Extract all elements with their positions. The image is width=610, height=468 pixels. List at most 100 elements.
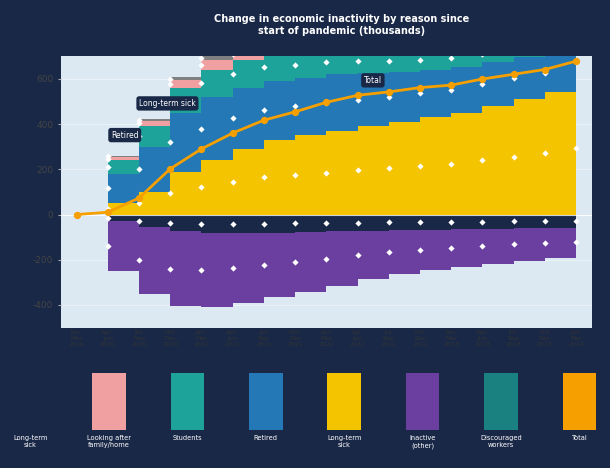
Bar xyxy=(171,373,204,430)
Point xyxy=(165,265,175,272)
Point xyxy=(321,219,331,227)
Point xyxy=(540,217,550,225)
Point xyxy=(353,92,362,99)
Bar xyxy=(92,373,126,430)
Point xyxy=(447,244,456,252)
Point xyxy=(134,166,144,173)
Text: Total: Total xyxy=(572,435,587,441)
Point xyxy=(72,211,82,218)
Point xyxy=(571,24,581,31)
Point xyxy=(571,18,581,25)
Point xyxy=(228,129,237,137)
Point xyxy=(196,220,206,227)
Point xyxy=(134,194,144,202)
Point xyxy=(478,29,487,36)
Point xyxy=(415,162,425,169)
Point xyxy=(134,120,144,127)
Point xyxy=(353,219,362,227)
Point xyxy=(415,246,425,254)
Point xyxy=(134,133,144,140)
Point xyxy=(290,108,300,116)
Point xyxy=(478,80,487,88)
Text: Discouraged
workers: Discouraged workers xyxy=(480,435,522,448)
Text: Long-term sick: Long-term sick xyxy=(139,99,196,108)
Point xyxy=(509,46,518,54)
Text: Looking after
family/home: Looking after family/home xyxy=(87,435,131,448)
Text: Retired: Retired xyxy=(111,131,138,139)
Point xyxy=(134,116,144,124)
Point xyxy=(478,156,487,164)
Point xyxy=(478,50,487,58)
Point xyxy=(134,256,144,264)
Point xyxy=(196,61,206,68)
Point xyxy=(103,153,113,160)
Point xyxy=(384,93,393,101)
Bar xyxy=(562,373,597,430)
Point xyxy=(540,31,550,39)
Point xyxy=(72,211,82,218)
Point xyxy=(447,40,456,47)
Text: Retired: Retired xyxy=(254,435,278,441)
Point xyxy=(290,61,300,68)
Point xyxy=(228,178,237,185)
Point xyxy=(228,43,237,50)
Point xyxy=(259,36,269,44)
Point xyxy=(415,219,425,226)
Point xyxy=(384,40,393,48)
Point xyxy=(165,75,175,82)
Point xyxy=(384,58,393,65)
Point xyxy=(196,145,206,153)
Point xyxy=(540,239,550,247)
Point xyxy=(540,150,550,157)
Point xyxy=(165,96,175,104)
Point xyxy=(415,56,425,64)
Point xyxy=(290,103,300,110)
Point xyxy=(509,71,518,78)
Point xyxy=(384,249,393,256)
Point xyxy=(165,165,175,173)
Point xyxy=(259,174,269,181)
Point xyxy=(259,44,269,52)
Point xyxy=(72,211,82,218)
Point xyxy=(571,238,581,245)
Point xyxy=(228,50,237,58)
Point xyxy=(103,214,113,222)
Point xyxy=(165,139,175,146)
Point xyxy=(447,218,456,226)
Point xyxy=(72,211,82,218)
Point xyxy=(353,58,362,65)
Point xyxy=(228,264,237,272)
Point xyxy=(321,255,331,263)
Point xyxy=(290,258,300,266)
Point xyxy=(290,171,300,179)
Point xyxy=(103,155,113,162)
Point xyxy=(384,31,393,38)
Point xyxy=(103,185,113,192)
Point xyxy=(415,84,425,91)
Point xyxy=(196,54,206,62)
Point xyxy=(165,80,175,88)
Point xyxy=(103,208,113,216)
Point xyxy=(478,242,487,250)
Point xyxy=(228,220,237,227)
Text: Total: Total xyxy=(364,76,382,85)
Point xyxy=(259,117,269,124)
Point xyxy=(228,115,237,122)
Point xyxy=(540,43,550,50)
Point xyxy=(478,37,487,44)
Point xyxy=(134,199,144,207)
Bar xyxy=(249,373,282,430)
Point xyxy=(384,88,393,95)
Point xyxy=(509,153,518,161)
Point xyxy=(72,211,82,218)
Point xyxy=(447,32,456,39)
Point xyxy=(415,40,425,47)
Point xyxy=(259,64,269,71)
Point xyxy=(196,80,206,87)
Point xyxy=(321,169,331,176)
Text: Change in economic inactivity by reason since
start of pandemic (thousands): Change in economic inactivity by reason … xyxy=(214,14,469,37)
Point xyxy=(384,219,393,226)
Point xyxy=(353,96,362,103)
Bar xyxy=(328,373,361,430)
Point xyxy=(353,39,362,46)
